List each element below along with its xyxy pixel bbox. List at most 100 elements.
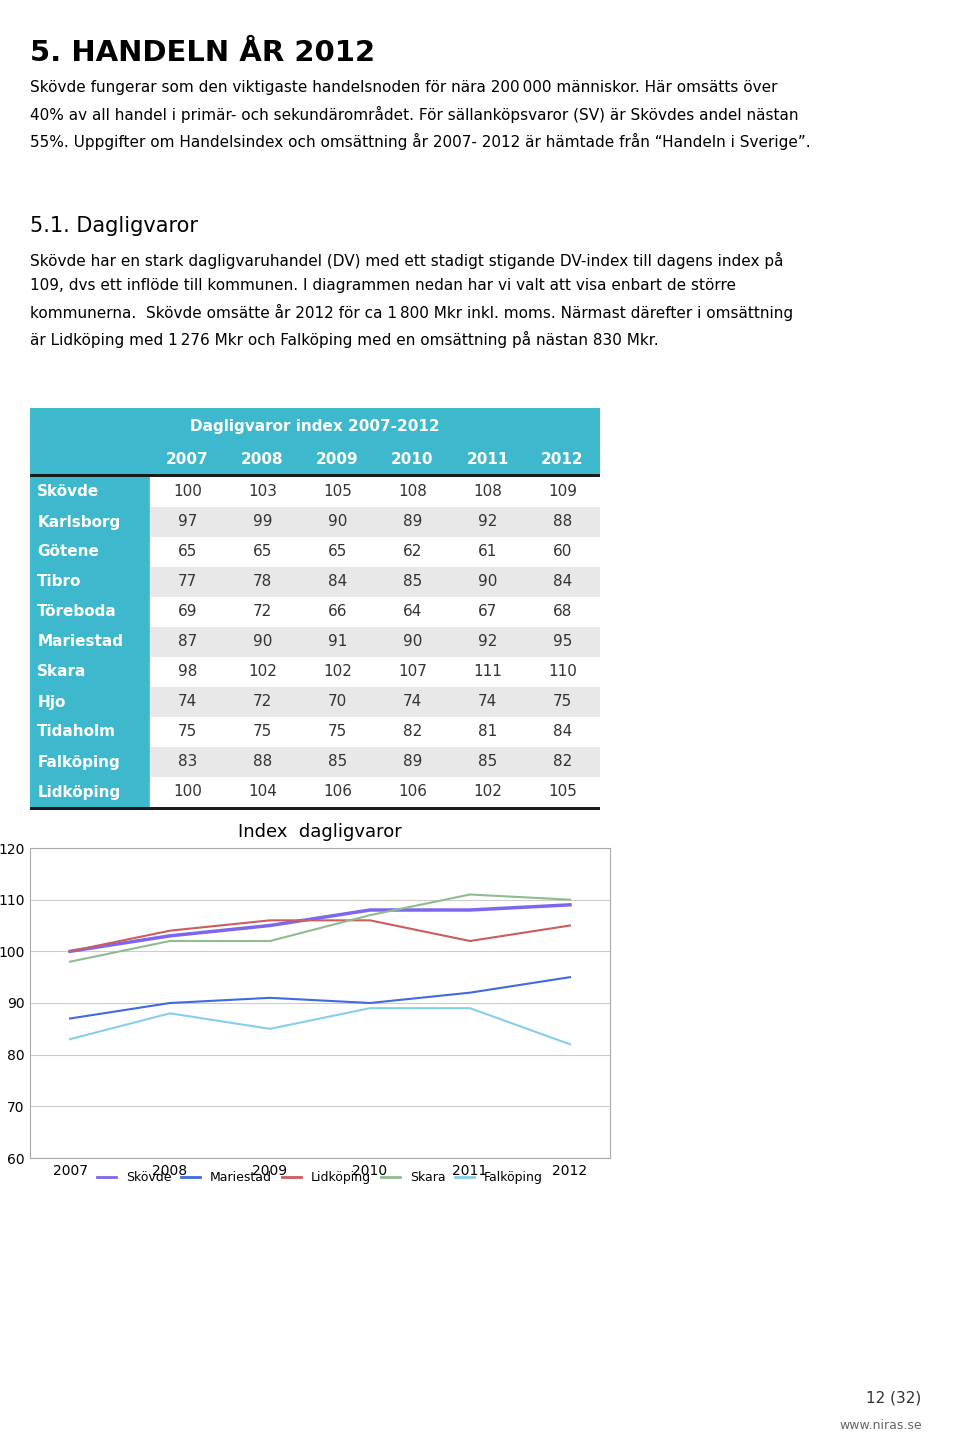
Text: 64: 64 [403,605,422,619]
Text: 103: 103 [248,484,277,500]
Bar [150,567,600,598]
Text: 75: 75 [178,724,197,740]
Text: 90: 90 [252,635,273,649]
Text: 88: 88 [553,514,572,530]
Bar [30,687,150,717]
Bar [30,537,150,567]
Bar [30,507,150,537]
Text: 78: 78 [252,575,272,589]
Text: 90: 90 [403,635,422,649]
Legend: Skövde, Mariestad, Lidköping, Skara, Falköping: Skövde, Mariestad, Lidköping, Skara, Fal… [92,1166,548,1189]
Text: 81: 81 [478,724,497,740]
Text: 90: 90 [478,575,497,589]
Text: 67: 67 [478,605,497,619]
Text: 82: 82 [553,755,572,769]
Text: 83: 83 [178,755,197,769]
Text: 108: 108 [398,484,427,500]
Text: 105: 105 [548,785,577,799]
Text: 12 (32): 12 (32) [866,1390,922,1405]
Bar [150,778,600,806]
Text: Götene: Götene [37,544,99,560]
Text: 84: 84 [328,575,348,589]
Bar [150,477,600,507]
Text: 102: 102 [248,664,276,680]
Bar [150,507,600,537]
Text: 89: 89 [403,514,422,530]
Text: 85: 85 [478,755,497,769]
Text: 65: 65 [252,544,273,560]
Bar [30,747,150,778]
Text: Lidköping: Lidköping [37,785,120,799]
Text: 2008: 2008 [241,452,284,467]
Text: 97: 97 [178,514,197,530]
Text: Hjo: Hjo [37,694,65,710]
Text: 99: 99 [252,514,273,530]
Bar [150,687,600,717]
Text: 70: 70 [328,694,348,710]
Text: 82: 82 [403,724,422,740]
Text: 74: 74 [478,694,497,710]
Text: 68: 68 [553,605,572,619]
Text: 100: 100 [173,484,202,500]
Text: 109: 109 [548,484,577,500]
Text: 90: 90 [327,514,348,530]
Text: Skövde fungerar som den viktigaste handelsnoden för nära 200 000 människor. Här : Skövde fungerar som den viktigaste hande… [30,81,810,150]
Text: 88: 88 [252,755,272,769]
Bar [150,626,600,657]
Text: 62: 62 [403,544,422,560]
Bar [30,598,150,626]
Text: 108: 108 [473,484,502,500]
Text: 61: 61 [478,544,497,560]
Text: 85: 85 [403,575,422,589]
Text: 72: 72 [252,605,272,619]
Text: 106: 106 [323,785,352,799]
Text: 77: 77 [178,575,197,589]
Text: Tibro: Tibro [37,575,82,589]
Text: 89: 89 [403,755,422,769]
Text: 75: 75 [328,724,348,740]
Bar [150,598,600,626]
Text: Skövde har en stark dagligvaruhandel (DV) med ett stadigt stigande DV-index till: Skövde har en stark dagligvaruhandel (DV… [30,252,793,348]
Bar [150,657,600,687]
Bar [150,717,600,747]
Text: Töreboda: Töreboda [37,605,117,619]
Bar [30,477,150,507]
Text: 2007: 2007 [166,452,209,467]
Text: 100: 100 [173,785,202,799]
Text: 74: 74 [403,694,422,710]
Text: Karlsborg: Karlsborg [37,514,120,530]
Text: 2010: 2010 [392,452,434,467]
Text: 84: 84 [553,575,572,589]
Text: 102: 102 [473,785,502,799]
Text: 5.1. Dagligvaror: 5.1. Dagligvaror [30,216,198,236]
Text: 92: 92 [478,635,497,649]
Text: 2012: 2012 [541,452,584,467]
Text: 111: 111 [473,664,502,680]
Title: Index  dagligvaror: Index dagligvaror [238,822,402,841]
Bar [150,537,600,567]
Text: Skara: Skara [37,664,86,680]
Text: 107: 107 [398,664,427,680]
Text: Tidaholm: Tidaholm [37,724,116,740]
Text: 2011: 2011 [467,452,509,467]
Text: 2009: 2009 [316,452,359,467]
Bar [30,567,150,598]
Text: Mariestad: Mariestad [37,635,123,649]
Text: 91: 91 [327,635,348,649]
Text: 66: 66 [327,605,348,619]
Bar [30,778,150,806]
Text: Dagligvaror index 2007-2012: Dagligvaror index 2007-2012 [190,419,440,433]
Text: 5. HANDELN ÅR 2012: 5. HANDELN ÅR 2012 [30,39,375,68]
Text: 60: 60 [553,544,572,560]
Text: 98: 98 [178,664,197,680]
Text: www.niras.se: www.niras.se [839,1418,922,1431]
Text: Falköping: Falköping [37,755,120,769]
Text: 85: 85 [328,755,348,769]
Bar [150,747,600,778]
Text: 106: 106 [398,785,427,799]
Text: 75: 75 [553,694,572,710]
Bar [30,657,150,687]
Text: 110: 110 [548,664,577,680]
Text: 105: 105 [324,484,352,500]
Text: 72: 72 [252,694,272,710]
